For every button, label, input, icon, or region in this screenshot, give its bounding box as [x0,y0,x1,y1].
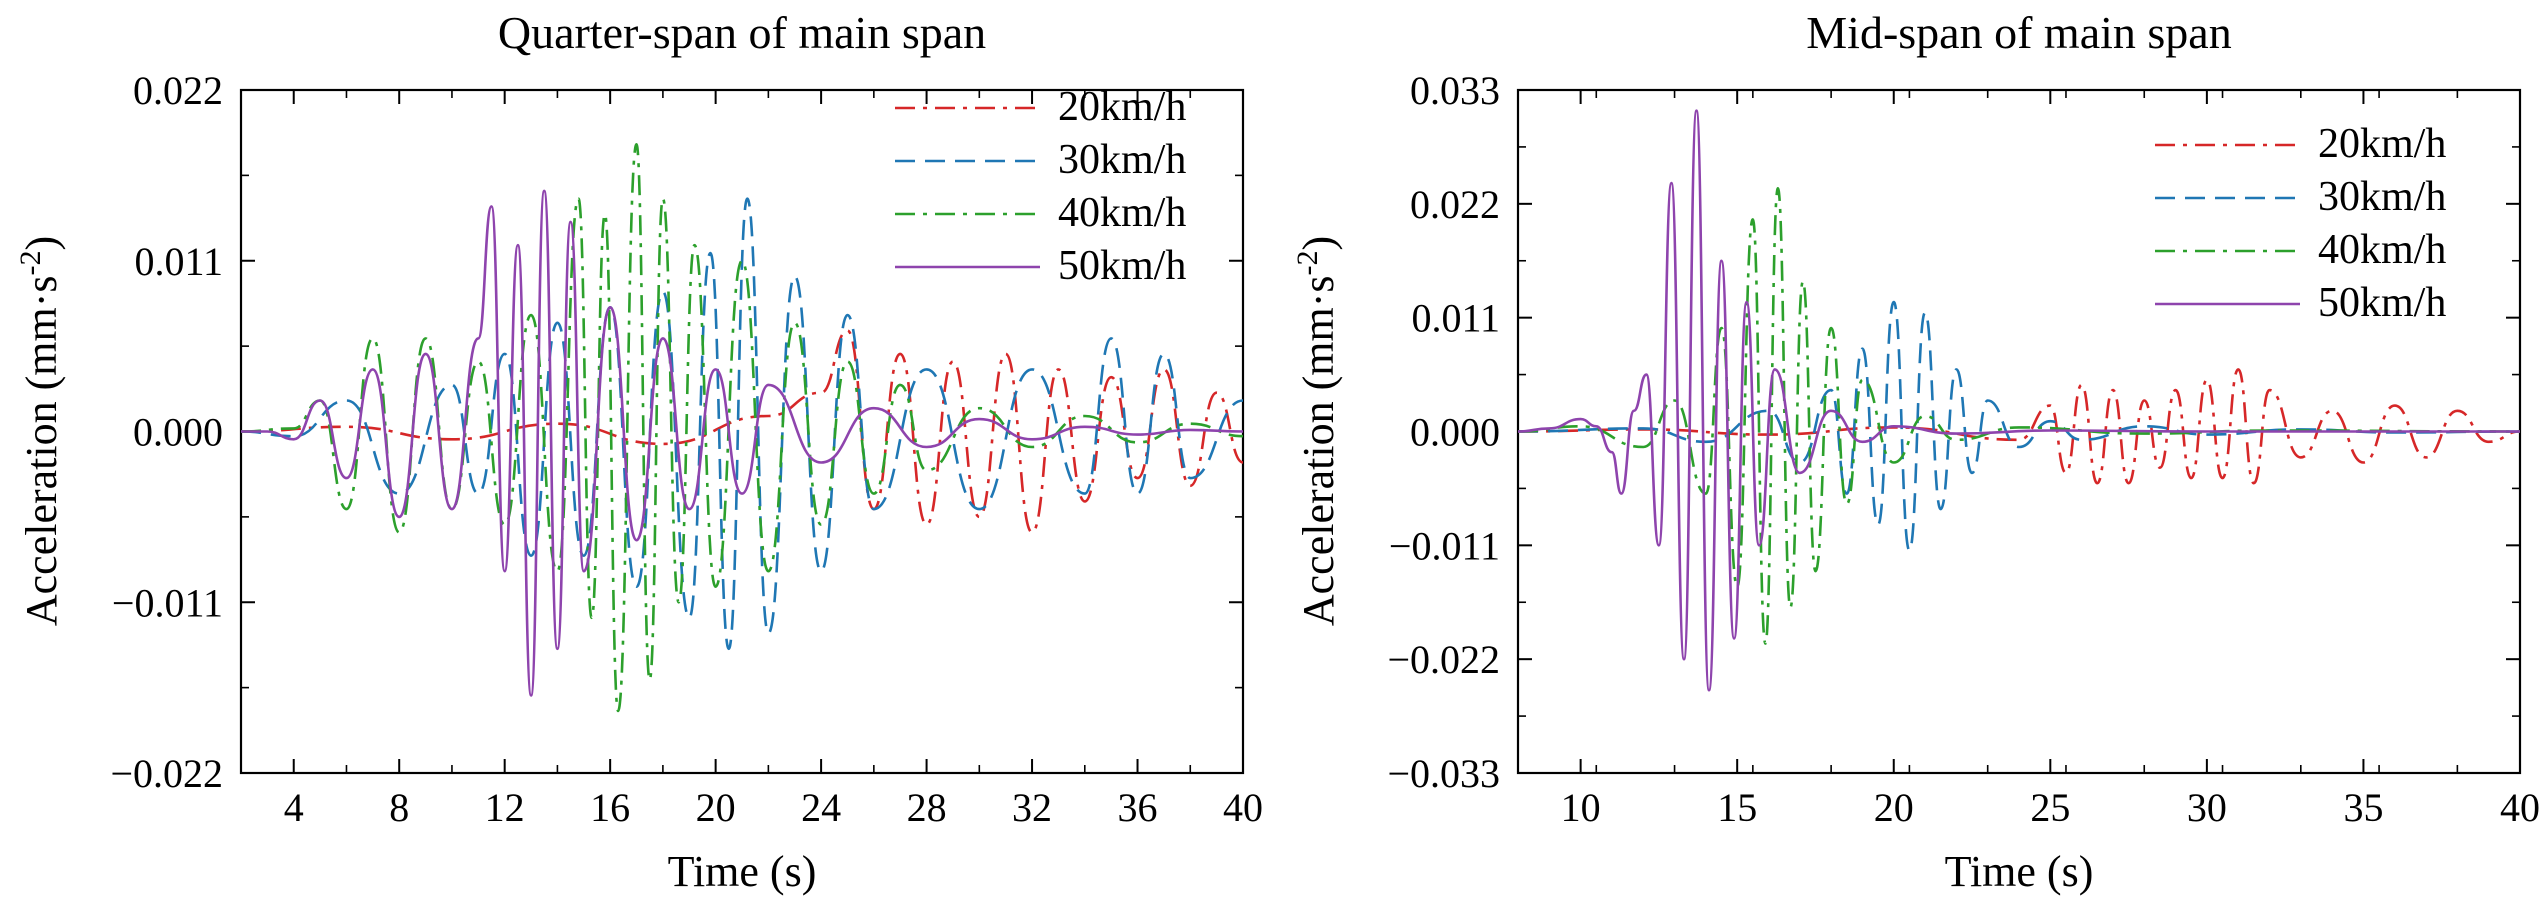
y-tick-label: −0.011 [112,580,223,625]
legend-label: 50km/h [1058,243,1186,289]
legend-label: 30km/h [1058,137,1186,183]
y-axis-label: Acceleration (mm·s-2) [1291,236,1343,626]
x-tick-label: 28 [907,785,947,830]
series-line-40km-per-h [241,142,1243,713]
y-tick-label: −0.033 [1387,751,1500,796]
legend-label: 40km/h [2318,227,2446,273]
series-layer [241,142,1243,713]
x-tick-label: 32 [1012,785,1052,830]
x-tick-label: 15 [1717,785,1757,830]
y-axis-label: Acceleration (mm·s-2) [14,236,66,626]
legend-label: 40km/h [1058,190,1186,236]
y-tick-label: −0.011 [1389,523,1500,568]
y-tick-label: −0.022 [1387,637,1500,682]
y-axis-label-main: Acceleration (mm·s [17,276,66,627]
x-tick-label: 40 [2500,785,2540,830]
series-line-20km-per-h [1518,368,2520,485]
legend-label: 20km/h [2318,121,2446,167]
y-axis-label-superscript: -2 [1291,251,1324,276]
series-line-30km-per-h [241,197,1243,651]
y-axis-label-superscript: -2 [14,251,47,276]
chart-mid-span: Mid-span of main span 10 15 20 25 30 35 40 −0.0… [1291,7,2540,896]
y-tick-label: 0.022 [1410,182,1500,227]
x-tick-label: 8 [389,785,409,830]
x-axis-label: Time (s) [1945,847,2094,896]
x-tick-label: 25 [2030,785,2070,830]
y-tick-label: 0.011 [134,239,223,284]
x-axis-label: Time (s) [668,847,817,896]
x-tick-label: 24 [801,785,841,830]
axes: 4 8 12 16 20 24 28 32 36 40 −0.022 −0.011 0.000 0.011… [110,68,1263,830]
y-tick-label: 0.011 [1411,296,1500,341]
x-tick-label: 40 [1223,785,1263,830]
x-tick-label: 36 [1118,785,1158,830]
y-tick-label: 0.033 [1410,68,1500,113]
chart-title: Mid-span of main span [1806,7,2231,58]
x-tick-label: 10 [1561,785,1601,830]
series-layer [1518,109,2520,692]
x-tick-label: 30 [2187,785,2227,830]
chart-title: Quarter-span of main span [498,7,986,58]
chart-quarter-span: Quarter-span of main span 4 8 12 16 20 24 28 32… [14,7,1263,896]
series-line-30km-per-h [1518,300,2520,552]
y-tick-label: 0.000 [1410,410,1500,455]
legend-label: 50km/h [2318,280,2446,326]
y-tick-label: −0.022 [110,751,223,796]
legend: 20km/h 30km/h 40km/h 50km/h [895,84,1186,289]
legend-label: 20km/h [1058,84,1186,130]
y-axis-label-close: ) [17,236,66,251]
x-tick-label: 12 [485,785,525,830]
y-axis-label-main: Acceleration (mm·s [1294,276,1343,627]
legend-label: 30km/h [2318,174,2446,220]
x-tick-label: 35 [2343,785,2383,830]
x-tick-label: 16 [590,785,630,830]
y-tick-label: 0.000 [133,410,223,455]
series-line-20km-per-h [241,329,1243,534]
x-tick-label: 4 [284,785,304,830]
series-line-50km-per-h [241,189,1243,697]
y-axis-label-close: ) [1294,236,1343,251]
legend: 20km/h 30km/h 40km/h 50km/h [2155,121,2446,326]
axes: 10 15 20 25 30 35 40 −0.033 −0.022 −0.011 0.000 0.0… [1387,68,2540,830]
y-tick-label: 0.022 [133,68,223,113]
x-tick-label: 20 [1874,785,1914,830]
series-line-50km-per-h [1518,109,2520,692]
x-tick-label: 20 [696,785,736,830]
